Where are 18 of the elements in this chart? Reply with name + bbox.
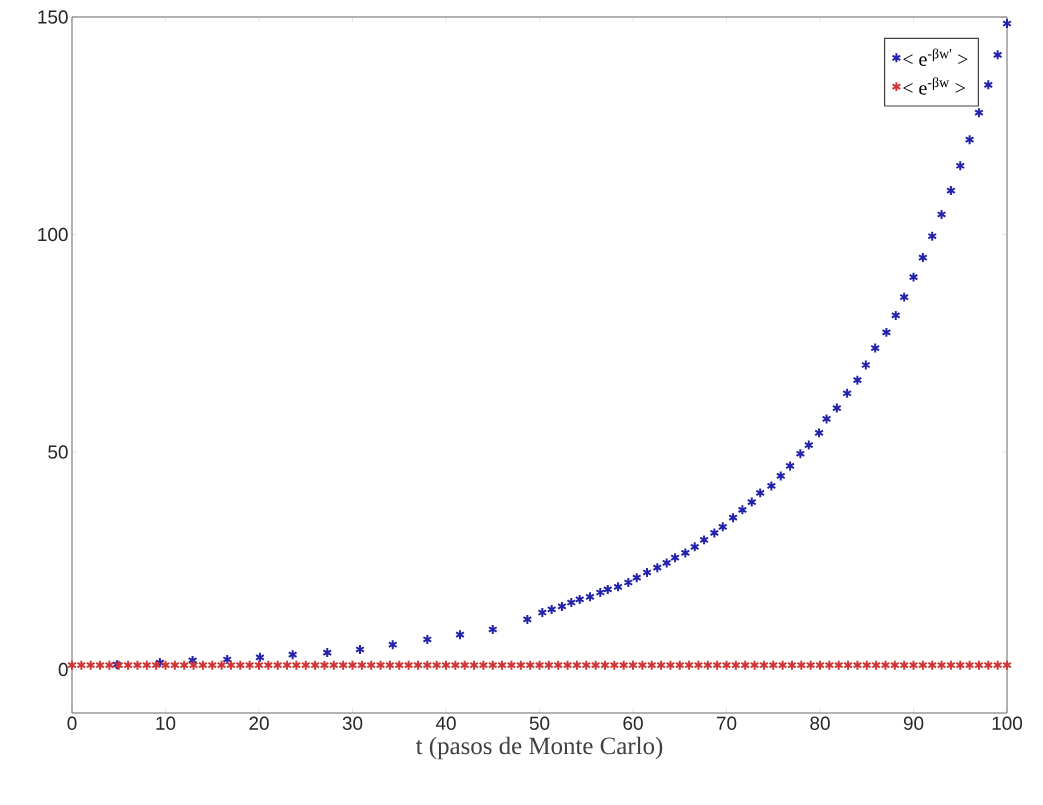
x-tick-label: 100 xyxy=(992,716,1023,730)
x-tick-label: 60 xyxy=(623,716,643,730)
x-tick-label: 40 xyxy=(435,716,456,730)
x-tick-label: 50 xyxy=(529,716,550,730)
x-tick-label: 30 xyxy=(342,716,363,730)
legend-label: < e$^{-βw'}$ > xyxy=(903,48,968,66)
x-tick-label: 20 xyxy=(249,716,269,730)
legend-label: < e$^{-βw}$ > xyxy=(903,77,965,95)
x-tick-label: 90 xyxy=(903,716,924,730)
y-tick-label: 50 xyxy=(48,445,68,459)
x-tick-label: 80 xyxy=(810,716,830,730)
y-tick-label: 100 xyxy=(38,227,68,242)
x-tick-label: 0 xyxy=(67,716,77,730)
x-tick-label: 70 xyxy=(716,716,737,730)
x-tick-label: 10 xyxy=(156,716,176,730)
y-tick-label: 0 xyxy=(58,662,68,677)
x-axis-title: t (pasos de Monte Carlo) xyxy=(415,736,663,760)
y-tick-label: 150 xyxy=(38,10,68,24)
